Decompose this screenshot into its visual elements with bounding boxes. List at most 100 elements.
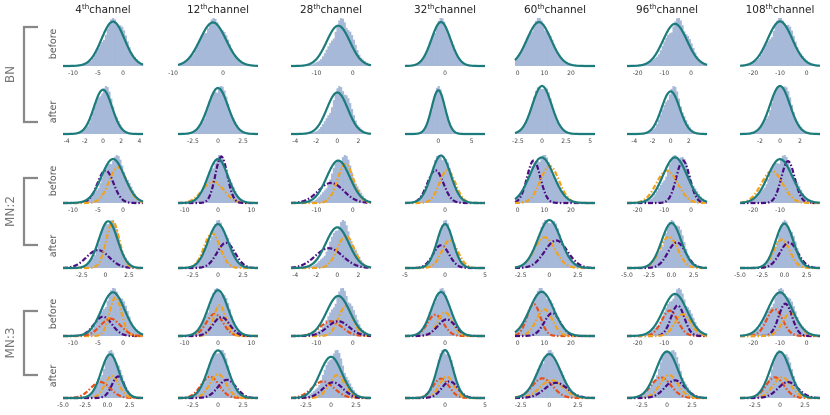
hist-bar (518, 54, 521, 66)
hist-bar (108, 91, 111, 134)
hist-bar (756, 59, 759, 66)
hist-bar (419, 197, 422, 203)
tick-label: -2 (649, 138, 655, 145)
hist-bar (648, 62, 651, 66)
hist-bar (758, 129, 761, 134)
hist-bar (648, 199, 651, 203)
hist-bar (549, 98, 552, 134)
hist-bar (455, 191, 459, 203)
hist-bar (750, 63, 754, 66)
hist-bar (553, 44, 556, 66)
hist-bar (772, 250, 775, 268)
hist-bar (86, 62, 89, 66)
hist-bar (199, 387, 202, 398)
hist-bar (441, 288, 444, 336)
hist-bar (683, 299, 686, 336)
hist-bar (236, 125, 239, 134)
hist-bar (331, 107, 334, 134)
hist-bar (320, 329, 323, 336)
hist-bar (657, 188, 661, 203)
hist-bar (321, 124, 325, 134)
hist-bar (201, 322, 204, 336)
hist-bar (426, 263, 429, 268)
hist-bar (227, 176, 230, 203)
hist-bar (785, 24, 788, 67)
hist-bar (661, 182, 664, 203)
panel-r0-c4: 0 10 20 (514, 18, 595, 77)
hist-bar (652, 196, 655, 203)
total-density-curve (514, 353, 595, 400)
hist-bar (551, 352, 554, 398)
panel-r2-c0: -10 -5 0 (63, 155, 144, 214)
hist-bar (450, 126, 453, 134)
hist-bar (790, 173, 794, 203)
hist-bar (542, 155, 545, 203)
hist-bar (542, 89, 545, 134)
total-density-curve (178, 157, 258, 205)
hist-bar (329, 241, 332, 268)
component-curve (290, 247, 371, 269)
hist-bar (776, 292, 779, 336)
tick-label: 0 (121, 340, 125, 347)
hist-bar (216, 157, 219, 203)
hist-bar (800, 258, 803, 268)
tick-label: 0 (103, 272, 107, 279)
hist-bar (544, 294, 547, 336)
hist-bar (758, 193, 761, 203)
hist-bar (83, 129, 86, 134)
hist-bar (760, 54, 763, 66)
hist-bar (216, 22, 219, 66)
hist-bar (562, 129, 565, 134)
panel-r2-c5: -20 -10 0 (627, 155, 708, 214)
tick-label: 0.0 (780, 272, 790, 279)
hist-bar (90, 260, 93, 268)
hist-bar (525, 313, 529, 336)
hist-bar (341, 157, 345, 203)
tick-label: -2.5 (749, 402, 761, 409)
hist-bar (356, 124, 359, 134)
hist-bar (320, 194, 323, 203)
hist-bar (223, 31, 226, 66)
hist-bar (650, 130, 653, 134)
total-density-curve (627, 90, 707, 136)
hist-bar (690, 313, 693, 336)
hist-bar (360, 57, 363, 66)
panel-r1-c6: -2 0 2 (740, 84, 820, 145)
hist-bar (789, 167, 792, 203)
hist-bar (93, 106, 97, 134)
hist-bar (228, 372, 232, 398)
hist-bar (778, 86, 781, 134)
hist-bar (349, 165, 352, 203)
total-density-curve (627, 156, 708, 205)
hist-bar (230, 379, 233, 398)
hist-bar (524, 123, 527, 134)
hist-bar (316, 198, 319, 203)
hist-bar (93, 389, 97, 398)
hist-bar (676, 91, 679, 134)
hist-bar (654, 58, 657, 66)
hist-bar (121, 251, 124, 268)
hist-bar (341, 18, 345, 66)
hist-bar (104, 34, 107, 66)
hist-bar (547, 32, 550, 66)
component-curve (178, 378, 259, 400)
hist-bar (321, 192, 325, 203)
group-brackets: BN before after MN:2 before after MN:3 before af… (3, 25, 59, 387)
hist-bar (674, 293, 677, 336)
hist-bar (536, 161, 539, 203)
panels: -10 -5 0 -10 0 -10 0 0 0 10 20 -20 -10 0 -20 -10 0-4 -2 0 2… (57, 18, 821, 409)
hist-bar (441, 350, 444, 398)
hist-bar (201, 384, 204, 398)
hist-bar (540, 157, 543, 203)
hist-bar (437, 155, 440, 203)
hist-bar (798, 124, 801, 134)
total-density-curve (63, 291, 144, 338)
hist-bar (352, 310, 355, 336)
panel-r4-c1: -10 0 10 (178, 288, 258, 347)
hist-bar (522, 188, 525, 203)
hist-bar (336, 297, 339, 336)
hist-bar (787, 161, 790, 203)
hist-bar (218, 289, 221, 336)
hist-bar (805, 198, 808, 203)
component-curve (290, 181, 372, 204)
